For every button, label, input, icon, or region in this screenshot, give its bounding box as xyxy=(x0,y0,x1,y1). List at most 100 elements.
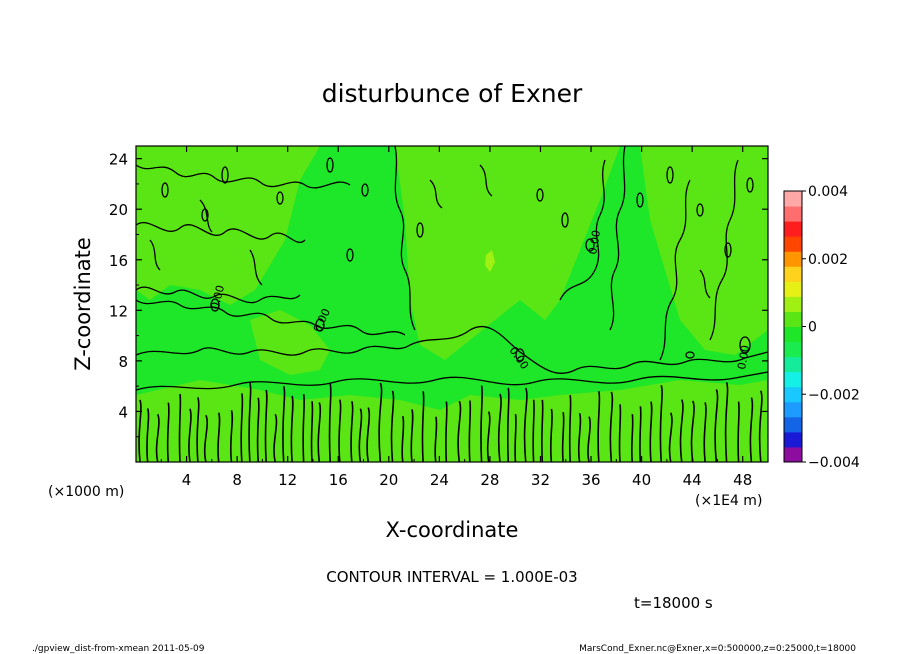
surface-contour-strand xyxy=(434,416,438,462)
colorbar-band xyxy=(784,326,802,343)
surface-contour-strand xyxy=(410,409,414,462)
colorbar-tick-label: −0.002 xyxy=(808,387,860,403)
surface-contour-strand xyxy=(486,411,491,462)
x-tick-label: 12 xyxy=(278,471,297,489)
surface-contour-strand xyxy=(264,389,268,462)
surface-contour-strand xyxy=(749,397,754,462)
colorbar-band xyxy=(784,341,802,358)
surface-contours xyxy=(138,382,763,462)
surface-contour-strand xyxy=(282,385,286,462)
noise-spot xyxy=(485,250,495,272)
x-tick-label: 16 xyxy=(329,471,348,489)
surface-contour-strand xyxy=(630,413,634,462)
surface-contour-strand xyxy=(188,408,192,462)
surface-contour-strand xyxy=(523,387,528,462)
surface-contour-strand xyxy=(155,413,160,462)
x-tick-label: 48 xyxy=(733,471,752,489)
colorbar-band xyxy=(784,371,802,388)
surface-contour-strand xyxy=(273,413,278,462)
colorbar-band xyxy=(784,401,802,418)
surface-contour-strand xyxy=(390,390,395,462)
y-tick-label: 20 xyxy=(109,201,128,219)
surface-contour-strand xyxy=(497,393,502,462)
surface-contour-strand xyxy=(457,400,462,462)
surface-contour-strand xyxy=(577,412,582,462)
colorbar-tick-label: 0 xyxy=(808,320,817,336)
surface-contour-strand xyxy=(514,414,517,462)
colorbar-band xyxy=(784,236,802,252)
surface-contour-strand xyxy=(468,400,472,462)
footer-left: ./gpview_dist-from-xmean 2011-05-09 xyxy=(32,644,205,654)
surface-contour-strand xyxy=(421,391,425,462)
footer-right: MarsCond_Exner.nc@Exner,x=0:500000,z=0:2… xyxy=(579,644,856,654)
surface-contour-strand xyxy=(758,390,763,462)
surface-contour-strand xyxy=(350,401,354,462)
y-axis-ticks: 4 8 12 16 20 24 xyxy=(109,151,768,438)
surface-contour-strand xyxy=(328,383,332,462)
surface-contour-strand xyxy=(506,387,510,462)
surface-contour-strand xyxy=(178,393,182,462)
colorbar-band xyxy=(784,266,802,282)
colorbar-band xyxy=(784,221,802,237)
y-tick-label: 8 xyxy=(118,353,128,371)
colorbar xyxy=(783,190,803,463)
colorbar-band xyxy=(784,191,802,207)
surface-contour-strand xyxy=(401,415,405,462)
surface-contour-strand xyxy=(587,416,591,462)
x-axis-unit: (×1E4 m) xyxy=(695,493,762,509)
surface-contour-strand xyxy=(737,401,740,462)
surface-contour-strand xyxy=(724,382,729,462)
colorbar-tick-label: 0.004 xyxy=(808,184,848,200)
surface-contour-strand xyxy=(229,410,234,462)
plot-area: 0.00 0.00 0.00 0.00 0.00 xyxy=(136,146,768,462)
surface-contour-strand xyxy=(714,389,719,462)
contour-lines xyxy=(136,146,768,391)
surface-contour-strand xyxy=(659,385,663,462)
surface-contour-strand xyxy=(317,402,322,462)
x-axis-ticks: 4 8 12 16 20 24 28 32 36 40 44 48 xyxy=(160,146,752,489)
contour-label: 0.00 xyxy=(586,229,603,255)
surface-contour-strand xyxy=(290,395,294,462)
x-axis-label: X-coordinate xyxy=(386,518,519,542)
surface-contour-strand xyxy=(532,399,535,462)
x-tick-label: 8 xyxy=(232,471,242,489)
x-tick-label: 24 xyxy=(430,471,449,489)
contour-interval-text: CONTOUR INTERVAL = 1.000E-03 xyxy=(326,568,577,586)
y-axis-label: Z-coordinate xyxy=(71,237,95,371)
colorbar-band xyxy=(784,356,802,373)
y-tick-label: 24 xyxy=(109,151,128,169)
surface-contour-strand xyxy=(549,408,553,462)
plot-frame xyxy=(135,145,769,463)
surface-contour-strand xyxy=(690,400,695,462)
surface-contour-strand xyxy=(445,401,448,462)
surface-contour-strand xyxy=(378,382,383,462)
surface-contour-strand xyxy=(310,401,314,462)
colorbar-band xyxy=(784,416,802,433)
positive-region-mid xyxy=(250,310,330,375)
surface-contour-strand xyxy=(338,399,342,462)
surface-contour-strand xyxy=(203,414,208,462)
surface-contour-strand xyxy=(703,402,707,462)
surface-contour-strand xyxy=(217,412,221,462)
colorbar-band xyxy=(784,431,802,448)
x-tick-label: 40 xyxy=(632,471,651,489)
surface-contour-strand xyxy=(480,385,484,462)
x-tick-label: 36 xyxy=(581,471,600,489)
colorbar-band xyxy=(784,281,802,297)
chart-title: disturbunce of Exner xyxy=(322,79,583,108)
colorbar-tick-label: 0.002 xyxy=(808,252,848,268)
x-tick-label: 28 xyxy=(480,471,499,489)
x-tick-label: 20 xyxy=(379,471,398,489)
surface-contour-strand xyxy=(366,407,371,462)
time-label: t=18000 s xyxy=(634,594,713,612)
surface-contour-strand xyxy=(248,382,252,462)
surface-contour-strand xyxy=(609,391,614,462)
y-axis-unit: (×1000 m) xyxy=(48,484,124,500)
y-tick-label: 12 xyxy=(109,302,128,320)
surface-contour-strand xyxy=(256,397,260,462)
surface-contour-strand xyxy=(668,412,673,462)
colorbar-band xyxy=(784,446,802,463)
positive-region-left xyxy=(136,146,320,305)
colorbar-band xyxy=(784,206,802,222)
